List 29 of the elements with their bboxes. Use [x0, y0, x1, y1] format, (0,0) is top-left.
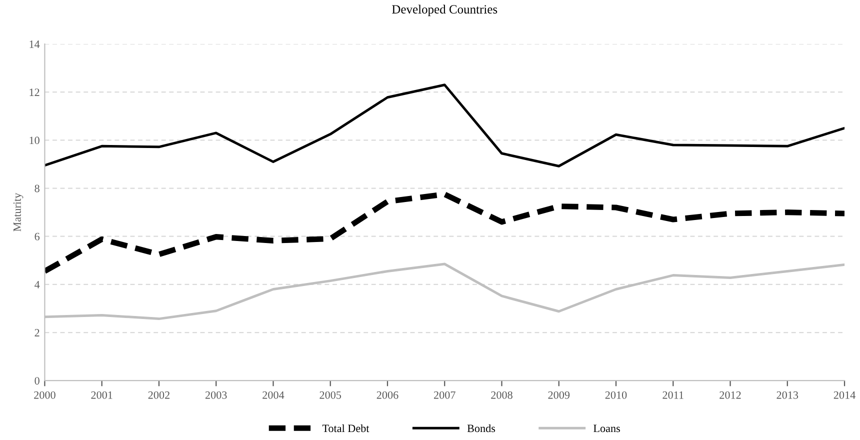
chart-title: Developed Countries [392, 4, 498, 16]
y-tick-label: 14 [30, 40, 40, 48]
y-tick-label: 8 [34, 184, 40, 192]
legend-label: Loans [594, 424, 620, 432]
y-tick-label: 12 [30, 88, 40, 96]
y-tick-label: 6 [34, 232, 40, 240]
x-tick-label: 2006 [376, 391, 398, 399]
x-tick-label: 2014 [834, 391, 856, 399]
x-tick-label: 2003 [205, 391, 227, 399]
legend-label: Bonds [467, 424, 496, 432]
y-tick-label: 10 [30, 136, 40, 144]
x-tick-label: 2013 [776, 391, 798, 399]
x-tick-label: 2007 [434, 391, 456, 399]
x-tick-label: 2004 [262, 391, 284, 399]
x-tick-label: 2009 [548, 391, 570, 399]
y-tick-label: 4 [34, 280, 40, 288]
line-series [44, 84, 845, 168]
x-tick-label: 2002 [148, 391, 170, 399]
x-tick-label: 2000 [34, 391, 56, 399]
x-tick-label: 2011 [662, 391, 684, 399]
legend-label: Total Debt [322, 424, 370, 432]
y-axis-title: Maturity [13, 192, 24, 232]
y-tick-label: 2 [34, 329, 40, 336]
y-tick-label: 0 [34, 377, 40, 385]
x-tick-label: 2005 [320, 391, 342, 399]
x-tick-label: 2010 [605, 391, 627, 399]
x-tick-label: 2008 [491, 391, 512, 399]
x-tick-label: 2012 [720, 391, 741, 399]
x-tick-label: 2001 [91, 391, 112, 399]
